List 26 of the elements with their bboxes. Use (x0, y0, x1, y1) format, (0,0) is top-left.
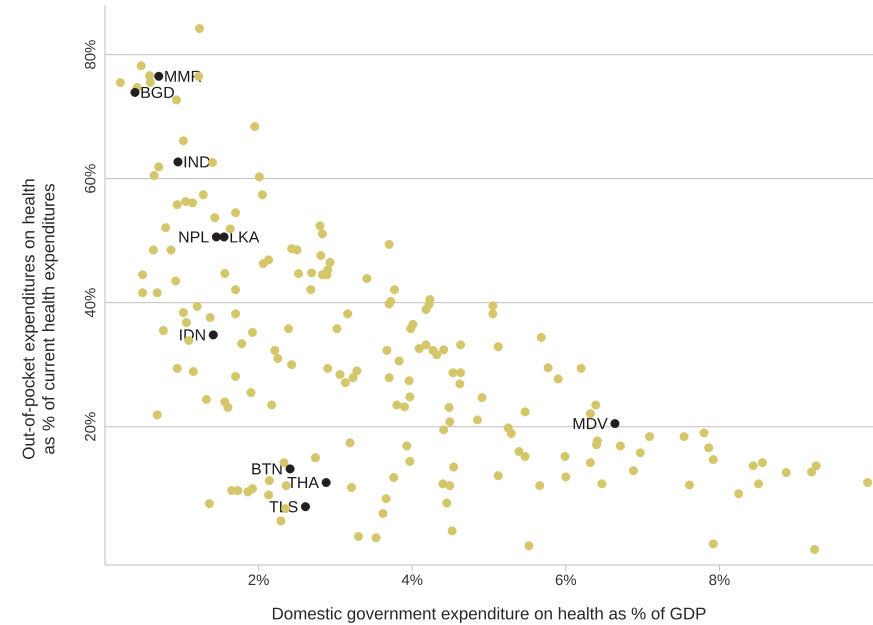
point (300, 502, 310, 512)
point (286, 464, 295, 474)
annotation: THA (287, 477, 319, 488)
y-tick-label: 20% (84, 412, 96, 441)
point (212, 232, 221, 242)
y-tick-label: 40% (84, 288, 96, 318)
x-axis-title: Domestic government expenditure on health as % of GDP (272, 607, 706, 623)
point (322, 478, 331, 488)
point (610, 419, 620, 428)
point (173, 157, 182, 166)
annotation: NPL (179, 231, 209, 242)
annotation: MDV (574, 418, 608, 430)
point (130, 88, 140, 97)
y-tick-label: 80% (84, 40, 96, 69)
y-tick-label: 60% (84, 164, 96, 193)
point (220, 232, 229, 242)
x-tick-label: 6% (556, 574, 576, 586)
x-tick-label: 2% (248, 574, 269, 586)
annotation: BGD (141, 86, 174, 98)
x-tick-label: 8% (709, 574, 730, 586)
x-tick-label: 4% (402, 574, 422, 585)
y-axis-title: Out-of-pocket expenditures on health as % of current health expenditures (22, 179, 58, 459)
point (154, 72, 164, 81)
annotation: LKA (230, 231, 260, 242)
point (208, 330, 218, 340)
annotation: BTN (252, 463, 282, 474)
